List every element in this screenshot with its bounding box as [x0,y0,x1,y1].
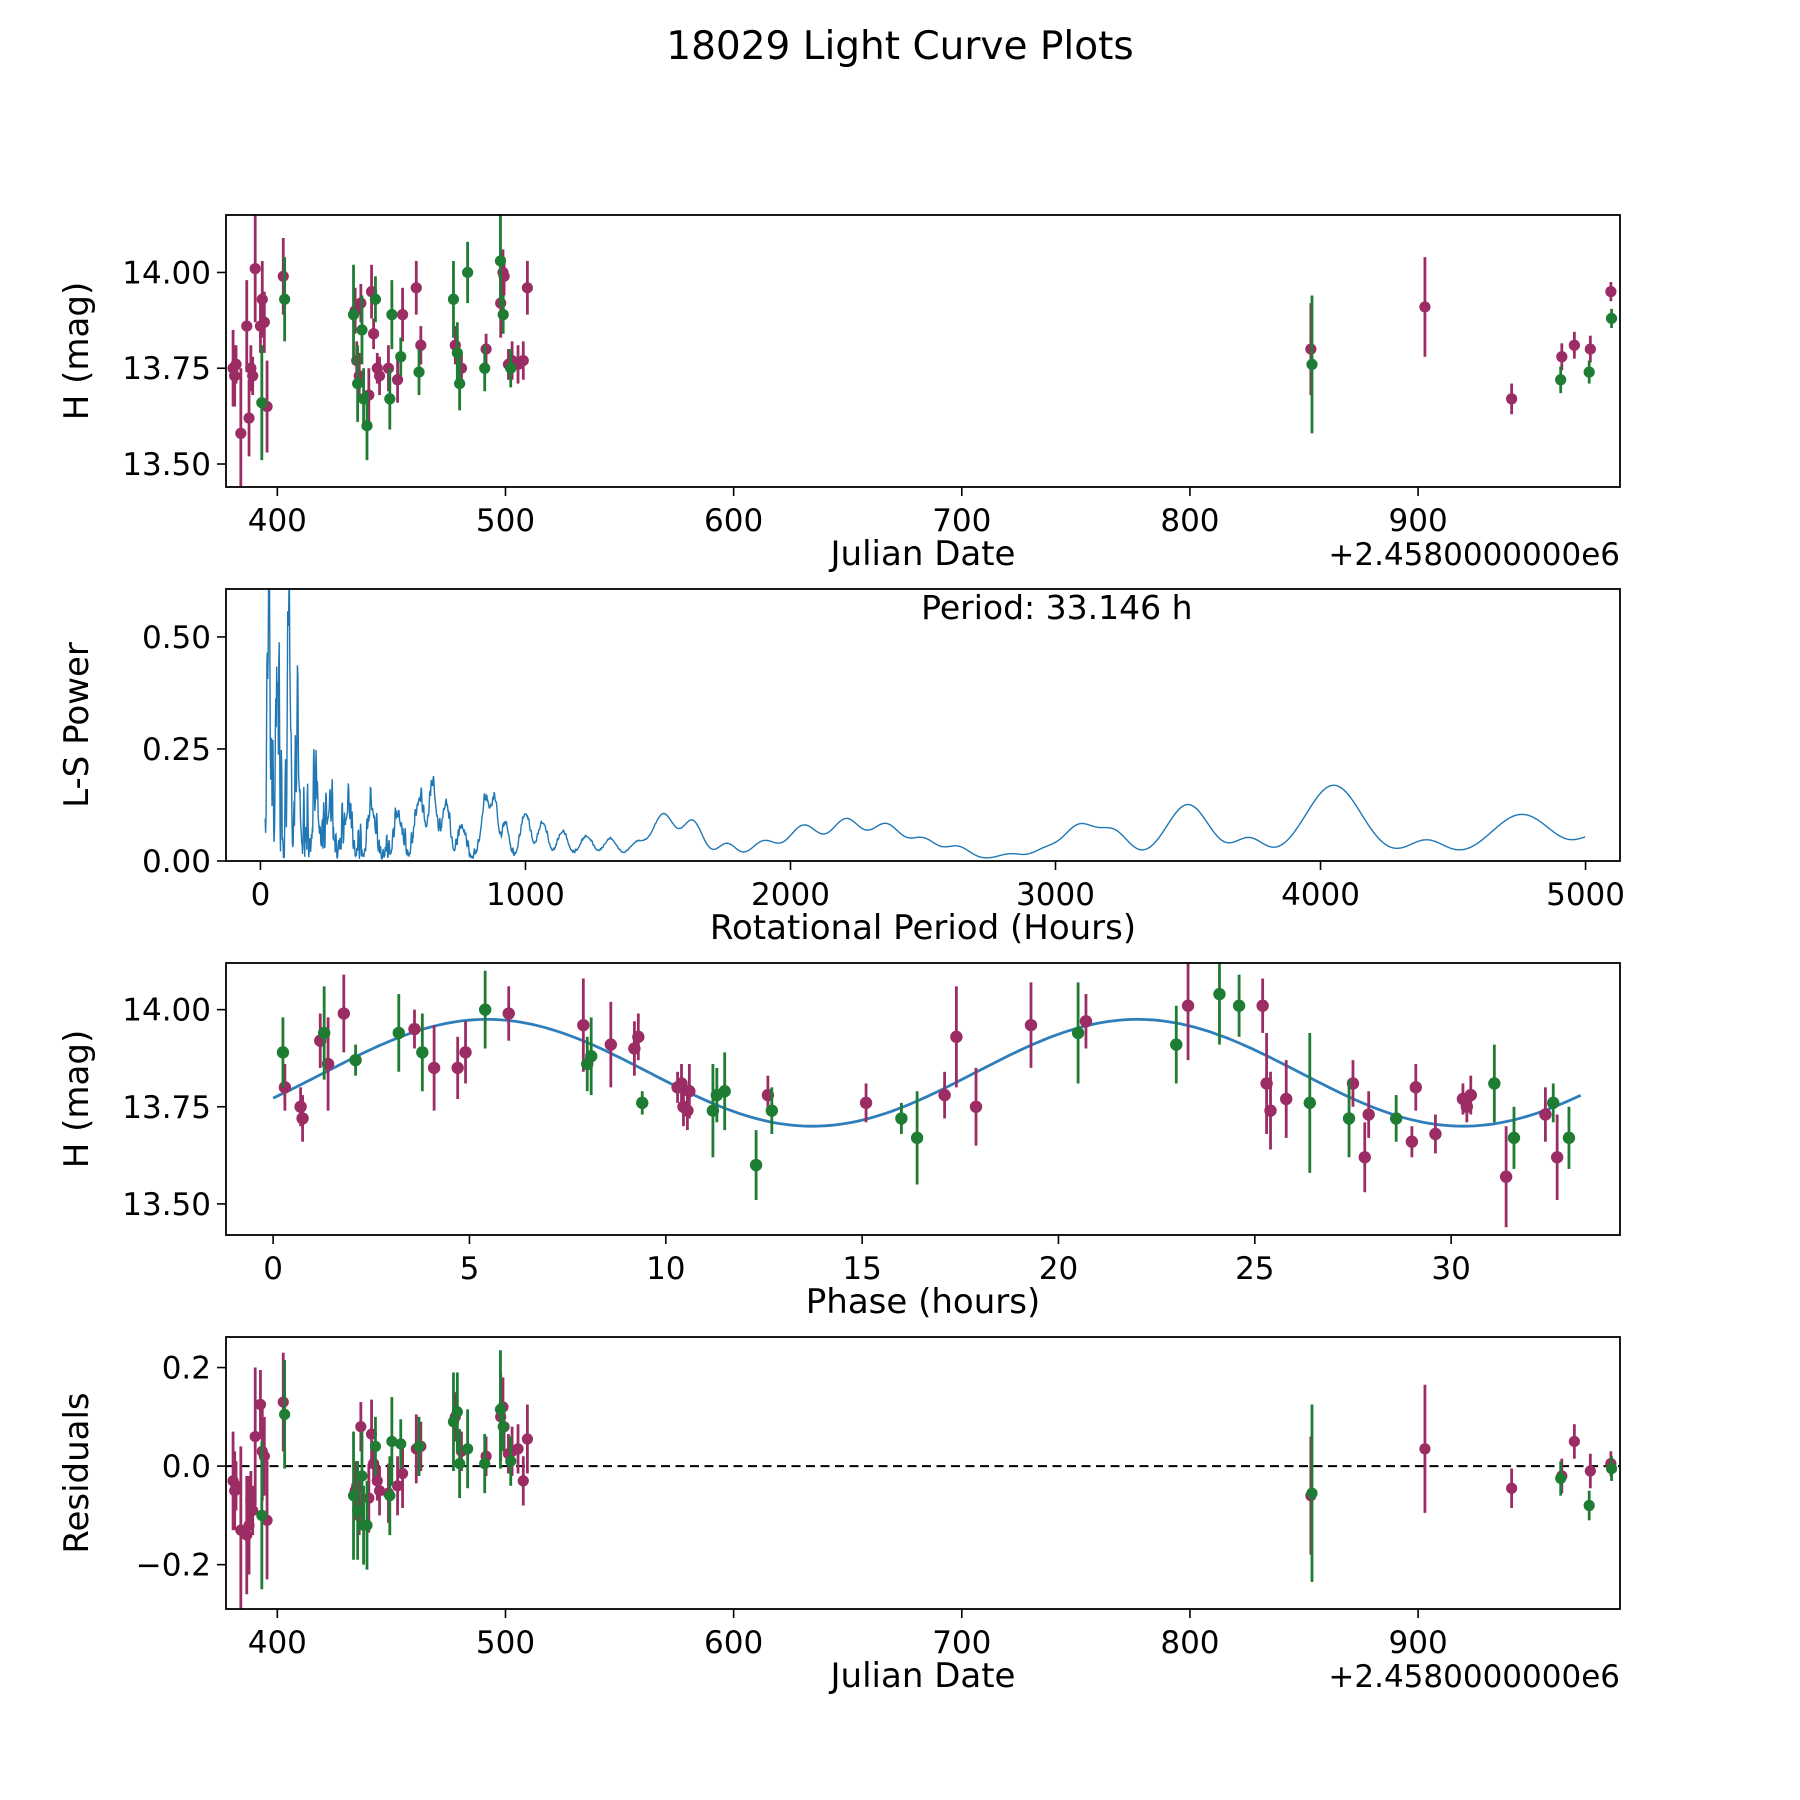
phase-curve-observer-1-purple [278,963,1564,1228]
light-curve-ylabel: H (mag) [57,282,97,420]
periodogram-ytick-label: 0.00 [142,844,211,880]
residuals-observer-2-green [256,1350,1618,1590]
periodogram-axes-frame [225,588,1621,862]
phase-curve-xtick-label: 5 [460,1251,480,1287]
phase-curve-data-area [272,963,1582,1228]
phase-curve-observer-2-green [276,963,1576,1201]
residuals-ytick-label: −0.2 [136,1548,211,1584]
residuals-ytick-label: 0.0 [162,1449,211,1485]
periodogram-ytick-label: 0.50 [142,620,211,656]
phase-curve-ylabel: H (mag) [57,1030,97,1168]
light-curve-ytick-label: 13.50 [122,447,211,483]
light-curve-axes-frame [225,214,1621,488]
residuals-axis-offset-text: +2.4580000000e6 [1328,1659,1620,1695]
phase-curve-xtick-label: 10 [646,1251,685,1287]
phase-curve-xtick-label: 30 [1431,1251,1470,1287]
light-curve-data-area [227,215,1618,487]
phase-curve-ytick-label: 13.50 [122,1187,211,1223]
residuals-data-area [226,1350,1620,1609]
light-curve-observer-1-purple [227,215,1617,487]
residuals-xtick-label: 900 [1389,1625,1448,1661]
residuals-xtick-label: 500 [476,1625,535,1661]
phase-curve-xtick-label: 15 [842,1251,881,1287]
residuals-observer-1-purple [227,1352,1617,1609]
phase-curve-xtick-label: 0 [263,1251,283,1287]
figure-title: 18029 Light Curve Plots [666,24,1134,69]
periodogram-xtick-label: 3000 [1016,877,1095,913]
periodogram-xtick-label: 1000 [486,877,565,913]
residuals-xtick-label: 800 [1160,1625,1219,1661]
periodogram-ylabel: L-S Power [57,642,97,808]
residuals-ylabel: Residuals [57,1392,97,1553]
light-curve-axis-offset-text: +2.4580000000e6 [1328,537,1620,573]
phase-curve-xlabel: Phase (hours) [806,1282,1040,1322]
residuals-xtick-label: 600 [704,1625,763,1661]
periodogram-ytick-label: 0.25 [142,732,211,768]
residuals-xtick-label: 400 [248,1625,307,1661]
phase-curve-xtick-label: 20 [1039,1251,1078,1287]
period-annotation: Period: 33.146 h [921,588,1192,627]
phase-curve-ytick-label: 13.75 [122,1090,211,1126]
light-curve-xtick-label: 600 [704,503,763,539]
light-curve-xtick-label: 400 [248,503,307,539]
periodogram-xtick-label: 0 [251,877,271,913]
residuals-xlabel: Julian Date [829,1656,1016,1696]
periodogram-xtick-label: 4000 [1281,877,1360,913]
light-curve-observer-2-green [256,215,1618,461]
light-curve-ytick-label: 14.00 [122,255,211,291]
residuals-xtick-label: 700 [932,1625,991,1661]
light-curve-xtick-label: 800 [1160,503,1219,539]
phase-curve-xtick-label: 25 [1235,1251,1274,1287]
phase-curve-ytick-label: 14.00 [122,993,211,1029]
light-curve-xtick-label: 700 [932,503,991,539]
periodogram-data-area [264,589,1586,861]
residuals-ytick-label: 0.2 [162,1351,211,1387]
light-curve-xlabel: Julian Date [829,534,1016,574]
periodogram-xlabel: Rotational Period (Hours) [710,908,1136,948]
residuals-axes-frame [225,1336,1621,1610]
periodogram-xtick-label: 5000 [1546,877,1625,913]
phase-curve-axes-frame [225,962,1621,1236]
light-curve-xtick-label: 500 [476,503,535,539]
sinusoid-fit-line [272,1017,1582,1128]
ls-power-curve [264,589,1586,861]
periodogram-xtick-label: 2000 [751,877,830,913]
light-curve-ytick-label: 13.75 [122,351,211,387]
light-curve-xtick-label: 900 [1389,503,1448,539]
